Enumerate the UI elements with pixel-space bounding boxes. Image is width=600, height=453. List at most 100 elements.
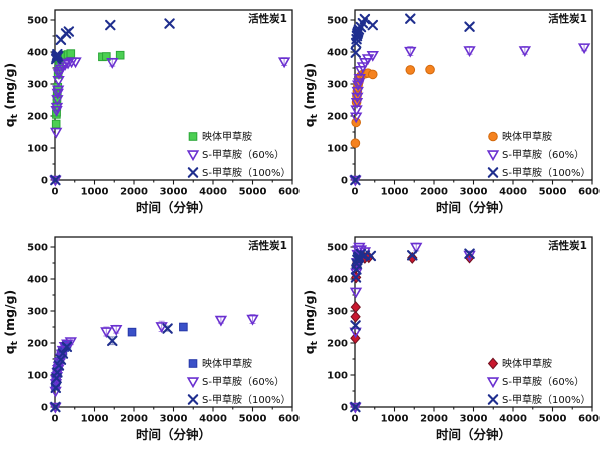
legend-label: 映体甲草胺 bbox=[502, 357, 552, 370]
data-point bbox=[246, 314, 259, 326]
data-point bbox=[55, 354, 67, 365]
data-point bbox=[66, 49, 76, 58]
data-point bbox=[351, 92, 364, 104]
data-point bbox=[359, 13, 371, 25]
x-tick-label: 5000 bbox=[539, 187, 567, 198]
panel-title: 活性炭1 bbox=[248, 239, 287, 252]
data-point bbox=[179, 322, 188, 332]
y-tick-label: 100 bbox=[27, 371, 48, 382]
data-point bbox=[214, 315, 228, 327]
legend-marker-triangle-down-open bbox=[186, 150, 200, 162]
y-tick-label: 500 bbox=[327, 243, 348, 254]
data-point bbox=[164, 18, 175, 29]
y-tick-label: 400 bbox=[27, 275, 48, 286]
legend-item: 映体甲草胺 bbox=[188, 357, 252, 370]
data-point bbox=[50, 127, 63, 139]
y-tick-label: 100 bbox=[327, 371, 348, 382]
legend-item: 映体甲草胺 bbox=[487, 357, 552, 370]
legend: 映体甲草胺 S-甲草胺（60%） S-甲草胺（100%） bbox=[186, 357, 291, 406]
y-tick-label: 500 bbox=[27, 16, 48, 27]
panel-title: 活性炭1 bbox=[248, 12, 287, 25]
x-tick-label: 0 bbox=[352, 187, 359, 198]
data-point bbox=[69, 57, 82, 69]
y-axis: 0 100 200 300 400 500 bbox=[327, 16, 355, 187]
y-tick-label: 0 bbox=[341, 176, 348, 187]
y-axis-label: qt (mg/g) bbox=[302, 63, 320, 128]
y-tick-label: 500 bbox=[327, 16, 348, 27]
y-tick-label: 500 bbox=[27, 243, 48, 254]
x-tick-label: 5000 bbox=[239, 187, 267, 198]
data-point bbox=[50, 401, 61, 413]
x-tick-label: 2000 bbox=[420, 414, 448, 425]
y-tick-label: 200 bbox=[327, 112, 348, 123]
y-tick-label: 200 bbox=[27, 112, 48, 123]
legend-marker-triangle-down-open bbox=[186, 377, 200, 389]
legend-marker-square bbox=[188, 132, 198, 141]
data-point bbox=[425, 64, 435, 75]
legend-marker-triangle-down-open bbox=[486, 150, 500, 162]
x-tick-label: 5000 bbox=[239, 414, 267, 425]
x-tick-label: 1000 bbox=[81, 187, 109, 198]
data-point bbox=[350, 272, 362, 283]
data-point bbox=[407, 251, 418, 264]
data-point bbox=[350, 320, 361, 331]
legend-label: S-甲草胺（60%） bbox=[202, 148, 284, 161]
data-point bbox=[349, 287, 363, 299]
data-point bbox=[115, 50, 125, 60]
legend-item: S-甲草胺（60%） bbox=[486, 148, 584, 162]
data-point bbox=[56, 62, 70, 74]
legend: 映体甲草胺 S-甲草胺（60%） S-甲草胺（100%） bbox=[486, 130, 591, 179]
data-point bbox=[50, 174, 61, 186]
legend-item: S-甲草胺（100%） bbox=[187, 166, 291, 179]
legend-label: S-甲草胺（100%） bbox=[202, 166, 291, 179]
series-x bbox=[50, 323, 173, 413]
data-point bbox=[350, 301, 361, 314]
data-point bbox=[404, 46, 417, 58]
y-axis-label: qt (mg/g) bbox=[2, 63, 20, 128]
x-tick-label: 1000 bbox=[381, 414, 409, 425]
y-tick-label: 0 bbox=[41, 176, 48, 187]
legend: 映体甲草胺 S-甲草胺（60%） S-甲草胺（100%） bbox=[186, 130, 291, 179]
legend-item: S-甲草胺（60%） bbox=[186, 148, 284, 162]
series-x bbox=[350, 13, 475, 186]
data-point bbox=[51, 119, 61, 129]
legend-label: S-甲草胺（60%） bbox=[502, 375, 584, 388]
legend-label: S-甲草胺（60%） bbox=[202, 375, 284, 388]
legend-marker-x bbox=[187, 167, 199, 178]
data-point bbox=[162, 323, 173, 334]
data-point bbox=[350, 138, 361, 148]
y-tick-label: 400 bbox=[27, 48, 48, 59]
data-point bbox=[52, 51, 64, 62]
y-tick-label: 300 bbox=[327, 80, 348, 91]
data-point bbox=[410, 242, 423, 254]
x-tick-label: 4000 bbox=[499, 187, 527, 198]
data-point bbox=[353, 74, 366, 85]
data-point bbox=[106, 58, 119, 69]
legend-marker-diamond bbox=[487, 357, 499, 370]
data-point bbox=[464, 21, 475, 32]
panel-title: 活性炭1 bbox=[548, 239, 587, 252]
data-point bbox=[277, 57, 291, 69]
y-tick-label: 300 bbox=[27, 80, 48, 91]
y-tick-label: 0 bbox=[41, 403, 48, 414]
data-point bbox=[518, 46, 532, 58]
data-point bbox=[367, 69, 378, 80]
data-point bbox=[105, 19, 116, 31]
x-tick-label: 2000 bbox=[120, 187, 148, 198]
data-point bbox=[51, 88, 64, 100]
data-point bbox=[49, 175, 62, 187]
legend-item: S-甲草胺（100%） bbox=[487, 393, 591, 406]
x-axis-label: 时间（分钟） bbox=[136, 200, 211, 215]
panel-title: 活性炭1 bbox=[548, 12, 587, 25]
x-tick-label: 2000 bbox=[420, 187, 448, 198]
data-point bbox=[107, 335, 118, 347]
x-tick-label: 0 bbox=[52, 414, 59, 425]
